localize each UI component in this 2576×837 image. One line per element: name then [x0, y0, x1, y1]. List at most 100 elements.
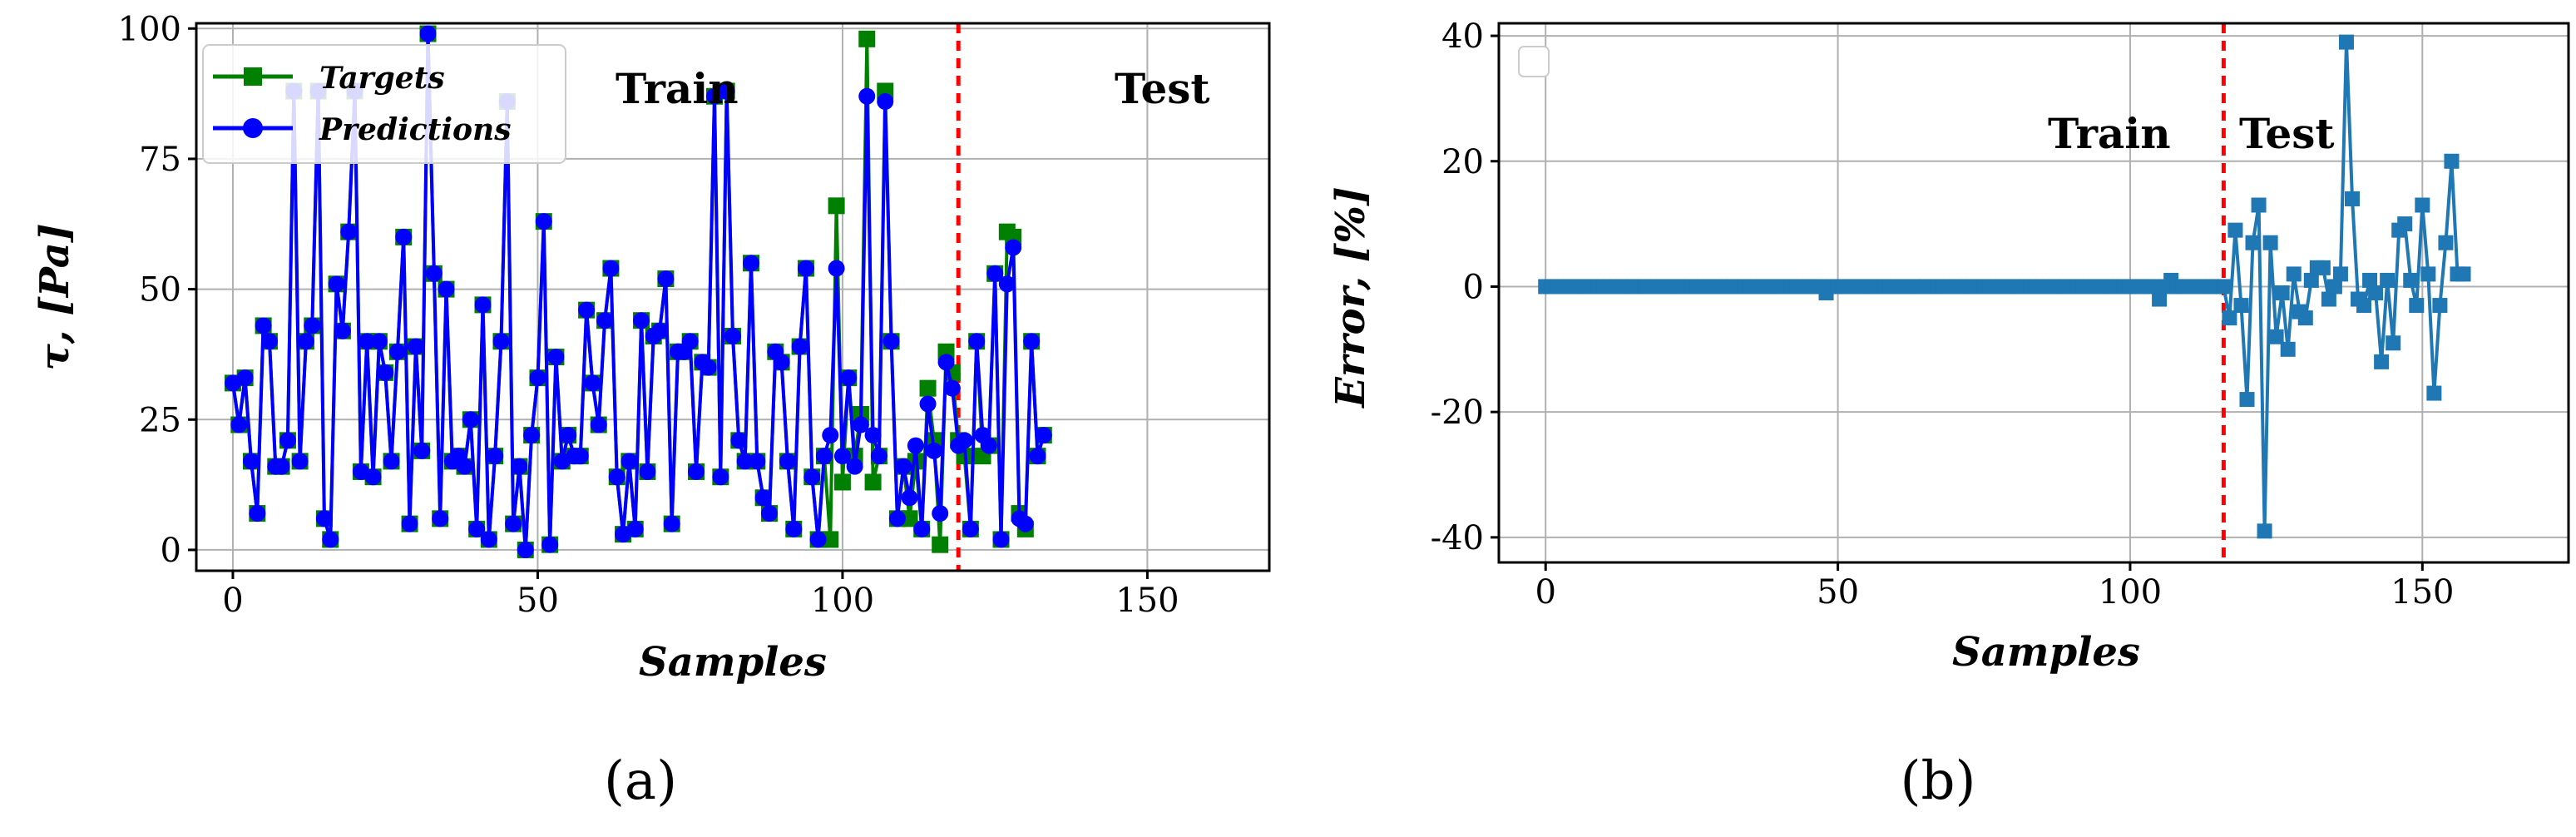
panel-a-series-1-point — [968, 333, 986, 350]
panel-a-series-1-point — [304, 317, 321, 334]
panel-a-series-1-point — [943, 379, 961, 397]
panel-a-series-1-point — [560, 427, 577, 444]
panel-b-series-0-point — [2262, 235, 2278, 250]
panel-b-ytick-label-0: -40 — [1431, 519, 1484, 557]
panel-a-series-1-point — [425, 265, 443, 282]
panel-b-series-0-point — [2420, 266, 2436, 282]
panel-a-series-1-point — [419, 25, 437, 42]
panel-a-series-1-point — [736, 453, 754, 470]
panel-a-caption: (a) — [604, 750, 677, 812]
panel-a-series-1-point — [773, 354, 790, 371]
panel-a-series-1-point — [633, 312, 650, 329]
panel-a-xtick-label-3: 150 — [1115, 582, 1179, 620]
panel-a-series-1-point — [255, 317, 272, 334]
panel-a-series-1-point — [1005, 239, 1022, 256]
panel-a-series-1-point — [456, 458, 473, 475]
panel-a-series-1-point — [846, 458, 863, 475]
panel-b-xtick-label-1: 50 — [1817, 573, 1859, 612]
panel-a-x-axis-label: Samples — [639, 639, 827, 686]
panel-b-series-0-point — [2239, 392, 2255, 408]
panel-a-series-1-point — [870, 448, 888, 465]
panel-b-series-0-point — [2409, 298, 2425, 314]
panel-a-series-1-point — [858, 87, 876, 105]
panel-a-series-1-point — [571, 448, 589, 465]
panel-a-series-1-point — [803, 468, 821, 486]
panel-a-series-1-point — [639, 463, 656, 480]
panel-a-series-1-point — [749, 453, 766, 470]
panel-a-y-axis-label: τ, [Pa] — [32, 223, 78, 370]
panel-a-series-1-point — [322, 531, 339, 548]
panel-a-region-test-label: Test — [1115, 64, 1210, 113]
panel-b-series-0-point — [2332, 266, 2348, 282]
panel-b-series-0-point — [2432, 298, 2448, 314]
panel-a-series-1-point — [901, 489, 918, 507]
panel-a-series-1-point — [260, 333, 278, 350]
panel-a-series-1-point — [815, 448, 833, 465]
panel-b-series-0-point — [2397, 216, 2413, 232]
panel-b-series-0-point — [2386, 335, 2401, 351]
panel-a-series-1-point — [377, 364, 394, 381]
panel-b-y-axis-label: Error, [%] — [1328, 186, 1374, 409]
panel-a-ytick-label-2: 50 — [139, 271, 181, 310]
panel-b-y-ticks: -40 -20 0 20 40 — [1431, 17, 1499, 557]
panel-b-series-0-point — [2222, 310, 2237, 326]
panel-b-ytick-label-1: -20 — [1431, 394, 1484, 432]
panel-a-series-1-point — [315, 510, 333, 527]
panel-b-series-0-point — [2315, 260, 2331, 275]
panel-a-series-0-point — [858, 30, 876, 47]
panel-b-series-0-point — [2227, 222, 2243, 238]
panel-a-series-1-point — [407, 338, 424, 355]
panel-a-series-1-point — [779, 453, 796, 470]
panel-a-series-1-point — [462, 411, 479, 428]
panel-a-series-1-point — [883, 333, 900, 350]
panel-a-xtick-label-1: 50 — [517, 582, 559, 620]
panel-b-x-ticks: 0 50 100 150 — [1535, 562, 2454, 612]
panel-a-series-1-point — [724, 328, 741, 344]
panel-a-series-1-point — [688, 463, 705, 480]
panel-a-series-1-point — [962, 520, 979, 537]
panel-b-series-0-point — [2374, 354, 2390, 369]
panel-a-legend-predictions-marker — [243, 118, 263, 138]
panel-a-series-1-point — [1035, 427, 1052, 444]
panel-b-region-train-label: Train — [2048, 109, 2171, 158]
panel-b-series-0-point — [2216, 279, 2232, 295]
panel-b-series-0-point — [2257, 523, 2272, 539]
panel-a-x-ticks: 0 50 100 150 — [222, 571, 1179, 620]
panel-a-series-1-point — [742, 255, 759, 272]
panel-a-xtick-label-2: 100 — [811, 582, 874, 620]
panel-a-series-1-point — [718, 82, 735, 100]
panel-a-series-1-point — [1016, 515, 1034, 532]
panel-a-series-1-point — [578, 301, 596, 319]
panel-a-legend-predictions-label: Predictions — [319, 112, 511, 147]
panel-a-series-0-point — [864, 473, 882, 491]
panel-a-series-1-point — [249, 505, 266, 523]
panel-b-ytick-label-3: 20 — [1441, 143, 1484, 181]
panel-a-ytick-label-4: 100 — [118, 10, 181, 48]
panel-b-series-0-point — [2426, 385, 2442, 401]
panel-a-series-1-point — [980, 437, 997, 454]
panel-a-series-1-point — [797, 260, 814, 277]
panel-a-series-1-point — [754, 489, 772, 507]
panel-a-series-1-point — [511, 458, 528, 475]
panel-a-series-1-point — [596, 312, 614, 329]
panel-a-series-1-point — [822, 427, 839, 444]
panel-a-series-1-point — [547, 349, 565, 366]
panel-b-series-0-point — [2251, 197, 2267, 213]
panel-a-series-1-point — [523, 427, 541, 444]
panel-a-series-1-point — [602, 260, 620, 277]
panel-a-series-1-point — [626, 520, 644, 537]
panel-a-series-1-point — [833, 448, 851, 465]
panel-a-series-1-point — [621, 453, 638, 470]
panel-b-series-0-point — [2274, 285, 2290, 300]
panel-a-chart: 0 50 100 150 0 25 50 75 100 Train Test Targets … — [32, 10, 1271, 812]
panel-b-series-0-point — [2245, 235, 2261, 250]
panel-a-series-1-point — [895, 458, 912, 475]
panel-b-series-0-point — [2303, 272, 2319, 288]
panel-a-series-0-point — [919, 379, 937, 397]
panel-a-series-1-point — [828, 260, 845, 277]
panel-a-legend-targets-label: Targets — [319, 61, 445, 96]
panel-a-series-1-point — [358, 333, 376, 350]
panel-a-series-1-point — [370, 333, 388, 350]
panel-b-series-0-point — [2297, 310, 2313, 326]
